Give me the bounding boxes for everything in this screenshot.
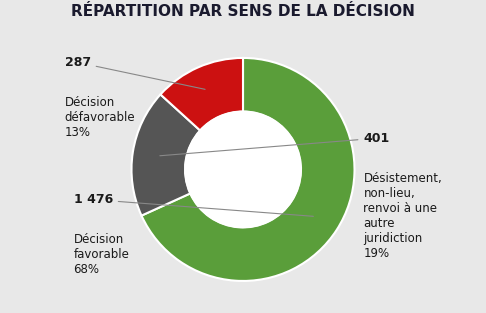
Text: 287: 287 xyxy=(65,56,205,89)
Text: 401: 401 xyxy=(160,132,390,156)
Wedge shape xyxy=(132,95,200,216)
Wedge shape xyxy=(160,58,243,131)
Wedge shape xyxy=(141,58,354,281)
Text: 1 476: 1 476 xyxy=(73,193,313,216)
Title: RÉPARTITION PAR SENS DE LA DÉCISION: RÉPARTITION PAR SENS DE LA DÉCISION xyxy=(71,4,415,19)
Circle shape xyxy=(185,111,301,228)
Text: Décision
défavorable
13%: Décision défavorable 13% xyxy=(65,96,135,139)
Text: Décision
favorable
68%: Décision favorable 68% xyxy=(73,233,129,276)
Text: Désistement,
non-lieu,
renvoi à une
autre
juridiction
19%: Désistement, non-lieu, renvoi à une autr… xyxy=(364,172,442,260)
